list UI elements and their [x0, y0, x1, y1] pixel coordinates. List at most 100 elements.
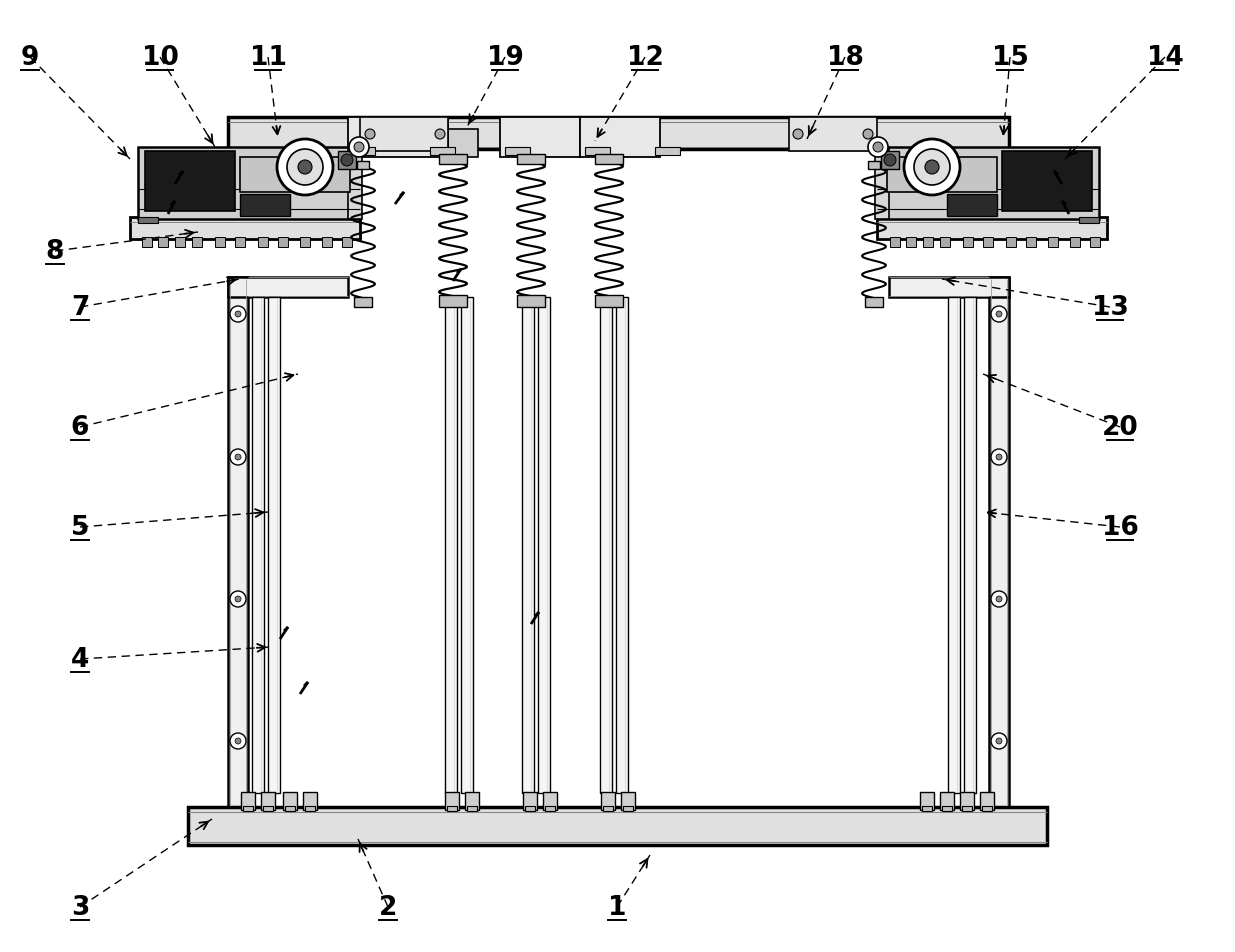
- Bar: [889, 278, 1009, 298]
- Text: 8: 8: [46, 239, 64, 265]
- Circle shape: [235, 738, 241, 744]
- Circle shape: [350, 138, 369, 158]
- Bar: [940, 238, 950, 248]
- Bar: [359, 118, 448, 151]
- Bar: [1091, 238, 1100, 248]
- Text: 10: 10: [142, 45, 178, 71]
- Bar: [621, 792, 635, 810]
- Circle shape: [435, 129, 445, 140]
- Circle shape: [235, 596, 241, 603]
- Bar: [789, 118, 877, 151]
- Bar: [947, 195, 997, 217]
- Bar: [890, 238, 900, 248]
- Text: 2: 2: [379, 894, 398, 920]
- Text: 3: 3: [70, 894, 89, 920]
- Bar: [864, 298, 883, 307]
- Circle shape: [287, 149, 324, 186]
- Bar: [348, 148, 362, 220]
- Text: 20: 20: [1102, 414, 1139, 441]
- Bar: [940, 792, 953, 810]
- Bar: [585, 148, 610, 156]
- Text: 14: 14: [1146, 45, 1183, 71]
- Bar: [445, 792, 459, 810]
- Bar: [1026, 238, 1036, 248]
- Bar: [448, 129, 478, 158]
- Text: 9: 9: [21, 45, 40, 71]
- Circle shape: [990, 591, 1007, 607]
- Text: 5: 5: [70, 514, 89, 541]
- Bar: [545, 806, 555, 811]
- Bar: [158, 238, 168, 248]
- Bar: [600, 298, 613, 793]
- Text: 15: 15: [992, 45, 1029, 71]
- Bar: [522, 792, 537, 810]
- Bar: [1002, 151, 1092, 211]
- Bar: [517, 155, 545, 165]
- Circle shape: [995, 738, 1002, 744]
- Bar: [300, 238, 310, 248]
- Circle shape: [341, 155, 353, 167]
- Bar: [228, 278, 348, 298]
- Bar: [228, 118, 1009, 149]
- Bar: [188, 807, 1047, 845]
- Bar: [982, 806, 992, 811]
- Bar: [1070, 238, 1079, 248]
- Bar: [965, 298, 976, 793]
- Bar: [461, 298, 473, 793]
- Bar: [438, 155, 467, 165]
- Text: 16: 16: [1102, 514, 1139, 541]
- Bar: [357, 162, 369, 169]
- Bar: [595, 296, 622, 307]
- Bar: [350, 148, 375, 156]
- Circle shape: [995, 454, 1002, 461]
- Bar: [1079, 218, 1099, 224]
- Bar: [906, 238, 916, 248]
- Bar: [303, 792, 317, 810]
- Bar: [447, 806, 457, 811]
- Bar: [252, 298, 264, 793]
- Bar: [923, 238, 932, 248]
- Bar: [438, 296, 467, 307]
- Circle shape: [914, 149, 950, 186]
- Bar: [243, 806, 253, 811]
- Circle shape: [793, 129, 803, 140]
- Circle shape: [230, 307, 246, 323]
- Bar: [191, 238, 203, 248]
- Circle shape: [990, 733, 1007, 749]
- Bar: [228, 278, 248, 807]
- Circle shape: [995, 311, 1002, 318]
- Bar: [500, 118, 580, 158]
- Circle shape: [990, 449, 1007, 466]
- Bar: [981, 792, 994, 810]
- Bar: [278, 238, 288, 248]
- Bar: [268, 298, 280, 793]
- Bar: [595, 155, 622, 165]
- Bar: [876, 148, 889, 220]
- Circle shape: [990, 307, 1007, 323]
- Bar: [342, 238, 352, 248]
- Bar: [305, 806, 315, 811]
- Bar: [603, 806, 613, 811]
- Bar: [877, 218, 1107, 240]
- Bar: [338, 151, 356, 169]
- Text: 6: 6: [70, 414, 89, 441]
- Bar: [655, 148, 680, 156]
- Circle shape: [863, 129, 873, 140]
- Bar: [622, 806, 634, 811]
- Bar: [322, 238, 332, 248]
- Bar: [240, 158, 350, 193]
- Bar: [881, 151, 899, 169]
- Bar: [525, 806, 535, 811]
- Bar: [138, 218, 158, 224]
- Bar: [466, 792, 479, 810]
- Circle shape: [925, 161, 939, 175]
- Text: 12: 12: [626, 45, 663, 71]
- Bar: [285, 806, 295, 811]
- Bar: [445, 298, 457, 793]
- Circle shape: [873, 143, 883, 153]
- Circle shape: [235, 311, 241, 318]
- Bar: [923, 806, 932, 811]
- Bar: [142, 238, 152, 248]
- Bar: [580, 118, 659, 158]
- Circle shape: [354, 143, 364, 153]
